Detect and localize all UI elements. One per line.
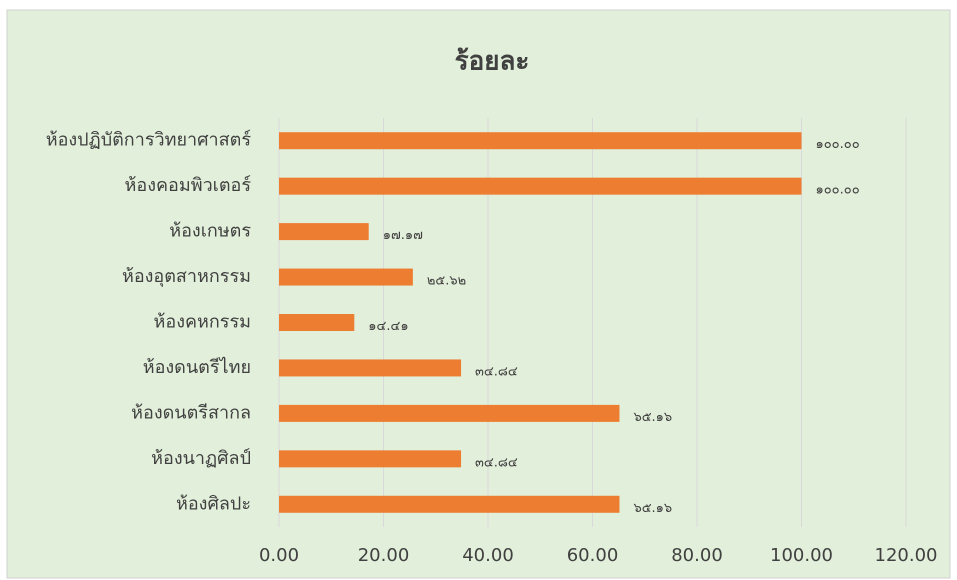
data-label: ๓๔.๘๔: [475, 455, 518, 470]
x-tick-label: 100.00: [770, 545, 833, 566]
x-tick-label: 0.00: [259, 545, 299, 566]
y-tick-label: ห้องดนตรีไทย: [143, 356, 251, 378]
y-tick-label: ห้องเกษตร: [169, 221, 251, 242]
x-tick-label: 80.00: [671, 545, 723, 566]
data-label: ๒๕.๖๒: [427, 274, 466, 289]
y-tick-label: ห้องปฏิบัติการวิทยาศาสตร์: [46, 130, 252, 151]
bar: [279, 177, 802, 195]
bar: [279, 223, 369, 241]
data-label: ๑๐๐.๐๐: [816, 183, 860, 198]
data-label: ๖๕.๑๖: [633, 501, 672, 516]
bar: [279, 132, 802, 150]
bar: [279, 404, 620, 422]
bar: [279, 359, 462, 377]
bar: [279, 495, 620, 513]
chart-title: ร้อยละ: [455, 47, 530, 77]
y-tick-label: ห้องดนตรีสากล: [131, 402, 251, 423]
bar: [279, 314, 355, 331]
data-label: ๑๗.๑๗: [383, 228, 423, 243]
x-tick-label: 120.00: [875, 545, 938, 566]
data-label: ๑๐๐.๐๐: [816, 137, 860, 152]
data-label: ๖๕.๑๖: [633, 410, 672, 425]
y-tick-label: ห้องนาฏศิลป์: [151, 448, 251, 469]
data-label: ๓๔.๘๔: [475, 364, 518, 379]
y-tick-label: ห้องคหกรรม: [154, 312, 251, 333]
x-tick-label: 40.00: [462, 545, 514, 566]
y-tick-label: ห้องศิลปะ: [176, 493, 251, 514]
y-tick-label: ห้องอุตสาหกรรม: [122, 266, 251, 287]
chart-background: [6, 9, 951, 579]
data-label: ๑๔.๔๑: [368, 319, 408, 334]
bar: [279, 268, 413, 286]
x-tick-label: 20.00: [358, 545, 410, 566]
x-tick-label: 60.00: [567, 545, 619, 566]
y-tick-label: ห้องคอมพิวเตอร์: [125, 175, 252, 196]
bar: [279, 450, 462, 468]
